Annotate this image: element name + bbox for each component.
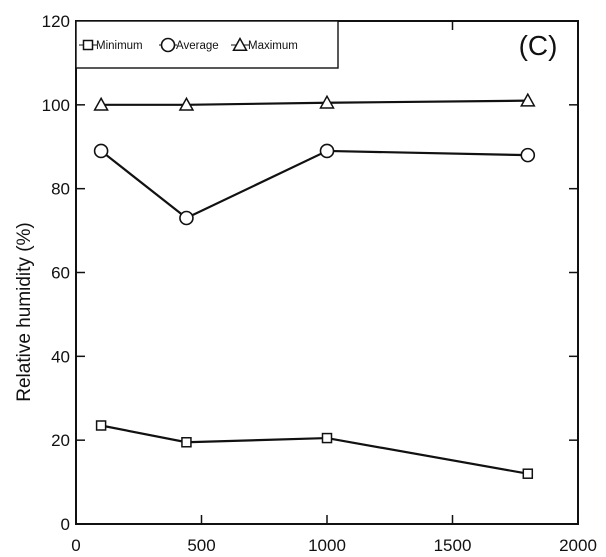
legend-item-minimum: Minimum (79, 39, 143, 52)
legend-label: Average (176, 40, 219, 52)
x-tick-label: 1500 (434, 536, 472, 555)
y-tick-label: 100 (42, 96, 70, 115)
y-axis: 0 20 40 60 80 100 120 (42, 12, 578, 534)
legend-label: Maximum (248, 40, 298, 52)
x-axis: 0 500 1000 1500 2000 (71, 21, 597, 555)
legend-label: Minimum (96, 40, 143, 52)
legend-box (75, 20, 339, 69)
legend-marker-circle (160, 37, 176, 53)
data-point-average (179, 210, 194, 226)
series-average (93, 143, 536, 226)
y-tick-label: 120 (42, 12, 70, 31)
series-line-average (100, 149, 528, 220)
legend: Minimum Average Maximum (75, 20, 339, 69)
x-tick-label: 2000 (559, 536, 597, 555)
legend-marker-triangle (232, 36, 248, 51)
legend-item-average: Average (159, 37, 219, 53)
data-point-minimum (321, 432, 333, 444)
series-line-maximum (101, 99, 528, 106)
data-point-maximum (93, 96, 109, 111)
y-tick-label: 0 (61, 515, 70, 534)
data-point-average (93, 143, 109, 159)
series-minimum (95, 420, 534, 479)
data-point-minimum (522, 468, 534, 479)
y-tick-label: 40 (51, 347, 70, 366)
x-tick-label: 500 (187, 536, 215, 555)
x-tick-label: 0 (71, 536, 80, 555)
data-point-maximum (319, 94, 335, 109)
y-tick-label: 80 (51, 180, 70, 199)
y-axis-title: Relative humidity (%) (14, 222, 35, 402)
data-point-minimum (95, 420, 107, 431)
legend-item-maximum: Maximum (231, 36, 298, 52)
data-point-average (520, 147, 536, 163)
x-tick-label: 1000 (308, 536, 346, 555)
legend-marker-square (82, 39, 94, 51)
data-point-average (319, 143, 335, 159)
data-point-maximum (520, 92, 536, 107)
data-point-maximum (178, 96, 195, 111)
series-line-minimum (100, 424, 528, 475)
series-layer (93, 92, 536, 479)
data-point-minimum (181, 437, 192, 448)
y-tick-label: 60 (51, 264, 70, 283)
y-tick-label: 20 (51, 431, 70, 450)
series-maximum (93, 92, 536, 111)
panel-label: (C) (519, 30, 558, 61)
